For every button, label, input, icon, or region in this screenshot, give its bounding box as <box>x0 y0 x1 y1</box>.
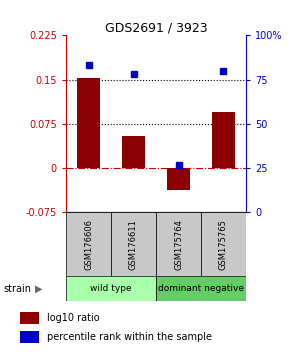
Bar <box>167 168 190 190</box>
Bar <box>156 276 246 301</box>
Text: wild type: wild type <box>90 284 132 293</box>
Text: percentile rank within the sample: percentile rank within the sample <box>47 332 212 342</box>
Bar <box>77 79 100 168</box>
Bar <box>111 212 156 276</box>
Bar <box>201 212 246 276</box>
Text: GSM175765: GSM175765 <box>219 219 228 270</box>
Bar <box>66 212 111 276</box>
Bar <box>122 136 145 168</box>
Bar <box>20 331 39 343</box>
Text: strain: strain <box>3 284 31 293</box>
Text: GSM175764: GSM175764 <box>174 219 183 270</box>
Text: dominant negative: dominant negative <box>158 284 244 293</box>
Bar <box>212 112 235 168</box>
Text: GSM176611: GSM176611 <box>129 219 138 270</box>
Title: GDS2691 / 3923: GDS2691 / 3923 <box>105 21 207 34</box>
Text: log10 ratio: log10 ratio <box>47 313 100 323</box>
Bar <box>156 212 201 276</box>
Text: ▶: ▶ <box>35 284 43 293</box>
Bar <box>20 312 39 324</box>
Text: GSM176606: GSM176606 <box>84 219 93 270</box>
Bar <box>66 276 156 301</box>
